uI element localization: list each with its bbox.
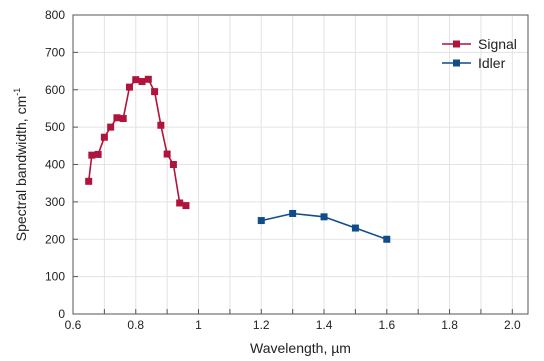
x-tick-label: 1.8 — [441, 318, 458, 332]
signal-point — [132, 76, 140, 84]
signal-point — [151, 88, 159, 96]
y-tick-label: 100 — [45, 270, 65, 284]
signal-point — [113, 114, 121, 122]
signal-point — [163, 150, 171, 158]
y-tick-label: 200 — [45, 232, 65, 246]
x-tick-label: 2.0 — [504, 318, 521, 332]
signal-point — [157, 121, 165, 129]
idler-point — [320, 213, 328, 221]
y-axis-label: Spectral bandwidth, cm-1 — [12, 88, 29, 242]
y-tick-label: 0 — [58, 307, 65, 321]
legend-signal-marker — [453, 40, 460, 48]
signal-point — [94, 150, 102, 158]
signal-point — [169, 161, 177, 168]
signal-point — [182, 202, 190, 210]
x-tick-label: 1 — [195, 318, 202, 332]
series-layer — [85, 75, 391, 243]
y-axis-label-superscript: -1 — [12, 88, 22, 96]
idler-point — [351, 224, 359, 232]
signal-point — [125, 83, 133, 91]
signal-point — [176, 199, 184, 207]
x-tick-label: 1.6 — [378, 318, 395, 332]
signal-point — [138, 78, 146, 86]
y-tick-label: 600 — [45, 83, 65, 97]
signal-series-line — [87, 78, 187, 207]
y-tick-label: 700 — [45, 45, 65, 59]
x-tick-label: 1.4 — [316, 318, 333, 332]
x-tick-label: 0.6 — [65, 318, 82, 332]
signal-point — [107, 123, 115, 131]
axis-ticks: 0.6 0.8 1 1.2 1.4 1.6 1.8 2.0 0 100 200 300 400 500 60… — [45, 8, 521, 332]
grid — [72, 14, 528, 315]
legend: Signal Idler — [442, 36, 517, 71]
y-tick-label: 500 — [45, 120, 65, 134]
y-tick-label: 800 — [45, 8, 65, 22]
x-tick-label: 1.2 — [253, 318, 270, 332]
signal-point — [85, 177, 93, 185]
legend-signal-label: Signal — [478, 36, 517, 52]
signal-point — [100, 133, 108, 141]
signal-point — [119, 115, 127, 123]
signal-point — [88, 151, 96, 159]
legend-idler-marker — [453, 59, 460, 67]
y-tick-label: 300 — [45, 195, 65, 209]
signal-point — [144, 75, 152, 83]
legend-idler-label: Idler — [478, 55, 506, 71]
y-axis-label-main: Spectral bandwidth, cm — [13, 96, 29, 242]
idler-point — [257, 217, 265, 225]
x-tick-label: 0.8 — [127, 318, 144, 332]
x-axis-label: Wavelength, µm — [250, 340, 351, 356]
idler-point — [383, 235, 391, 243]
y-tick-label: 400 — [45, 158, 65, 172]
idler-point — [289, 209, 297, 217]
